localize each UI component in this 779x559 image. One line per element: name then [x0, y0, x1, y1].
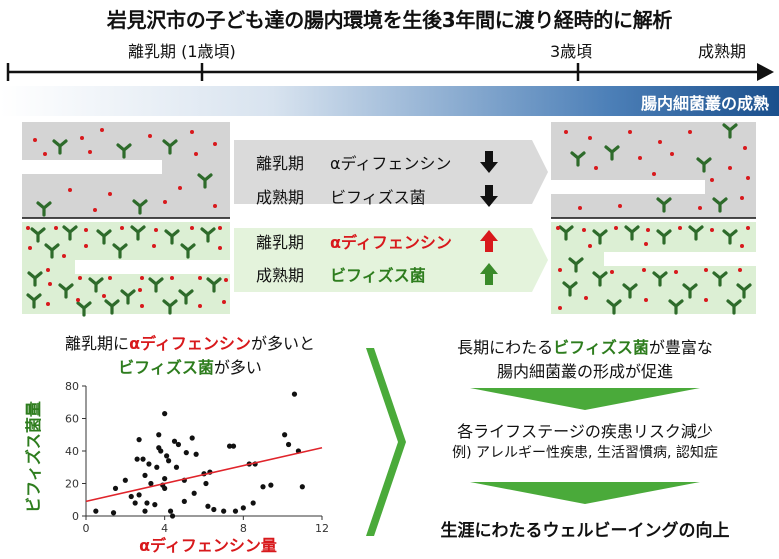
data-point — [250, 500, 256, 506]
data-point — [232, 508, 239, 514]
outcome-1-line-2: 腸内細菌叢の形成が促進 — [496, 362, 673, 381]
big-arrow-icon — [366, 348, 406, 536]
scatter-chart: 0 20 40 60 80 0 4 8 12 — [65, 380, 329, 535]
data-point — [162, 411, 168, 417]
data-point — [148, 480, 154, 487]
data-point — [221, 508, 227, 514]
data-point — [203, 480, 209, 487]
data-point — [112, 485, 119, 491]
data-point — [260, 484, 266, 490]
maturation-banner — [0, 86, 779, 116]
data-point — [205, 503, 211, 509]
fit-line — [85, 446, 323, 503]
data-point — [164, 453, 170, 459]
finding-line-2: ビフィズス菌が多い — [118, 358, 262, 377]
outcome-2-line-1: 各ライフステージの疾患リスク減少 — [457, 422, 713, 441]
legend-low-arrow — [234, 140, 548, 204]
data-point — [136, 437, 142, 443]
data-point — [156, 432, 162, 438]
legend-high-arrow — [234, 228, 548, 292]
timeline-weaning-label: 離乳期 (1歳頃) — [128, 42, 236, 61]
legend-low-period-2: 成熟期 — [256, 188, 305, 207]
data-point — [166, 458, 172, 464]
data-point — [122, 477, 128, 483]
data-point — [142, 508, 148, 514]
data-point — [146, 461, 152, 467]
outcome-1-line-1: 長期にわたるビフィズス菌が豊富な — [457, 338, 713, 357]
data-point — [240, 505, 246, 511]
outcome-2-line-2: 例) アレルギー性疾患, 生活習慣病, 認知症 — [452, 445, 718, 461]
arrow-down-icon — [480, 185, 498, 207]
data-point — [191, 490, 197, 496]
data-point — [183, 450, 189, 456]
data-point — [171, 438, 178, 444]
data-point — [230, 443, 237, 449]
data-point — [181, 498, 187, 504]
data-point — [291, 391, 298, 397]
arrow-down-icon — [480, 151, 498, 173]
data-point — [162, 476, 168, 482]
data-point — [173, 464, 180, 470]
legend-high-period-1: 離乳期 — [256, 233, 305, 252]
data-point — [144, 500, 150, 506]
data-point — [128, 493, 134, 500]
x-tick-label: 0 — [83, 522, 90, 535]
legend-low-item-2: ビフィズス菌 — [330, 188, 426, 207]
data-point — [189, 435, 195, 441]
legend-high-period-2: 成熟期 — [256, 266, 305, 285]
data-point — [134, 456, 140, 462]
finding-line-1: 離乳期にαディフェンシンが多いと — [65, 334, 315, 353]
maturation-banner-label: 腸内細菌叢の成熟 — [640, 94, 769, 113]
legend-high-item-1: αディフェンシン — [330, 233, 452, 252]
data-point — [136, 492, 142, 498]
data-point — [299, 484, 305, 490]
y-tick-label: 60 — [65, 413, 79, 426]
arrow-up-icon — [480, 263, 498, 285]
data-point — [285, 441, 292, 448]
data-point — [140, 456, 146, 462]
timeline-axis — [6, 63, 774, 81]
outcome-3: 生涯にわたるウェルビーイングの向上 — [440, 521, 730, 541]
data-point — [154, 464, 160, 470]
x-tick-label: 12 — [315, 522, 329, 535]
arrow-up-icon — [480, 230, 498, 252]
chart-ylabel: ビフィズス菌量 — [24, 401, 43, 513]
data-point — [142, 472, 148, 478]
timeline-mature-label: 成熟期 — [698, 42, 747, 61]
data-point — [226, 443, 233, 449]
data-point — [211, 506, 217, 513]
y-tick-label: 0 — [72, 510, 79, 523]
data-point — [175, 441, 182, 448]
chart-xlabel: αディフェンシン量 — [139, 536, 277, 555]
data-point — [110, 510, 117, 516]
data-point — [158, 448, 164, 454]
data-point — [152, 502, 158, 508]
data-point — [167, 508, 174, 514]
data-point — [193, 451, 199, 457]
timeline-age3-label: 3歳頃 — [550, 42, 593, 61]
legend-low-period-1: 離乳期 — [256, 154, 305, 173]
data-point — [282, 432, 288, 438]
page-title: 岩見沢市の子ども達の腸内環境を生後3年間に渡り経時的に解析 — [106, 8, 673, 32]
chevron-down-icon — [470, 482, 700, 504]
x-tick-label: 8 — [240, 522, 247, 535]
gut-diagrams — [22, 122, 756, 317]
y-tick-label: 80 — [65, 380, 79, 393]
data-point — [162, 485, 168, 491]
data-point — [132, 500, 138, 506]
y-tick-label: 20 — [65, 478, 79, 491]
data-point — [93, 508, 99, 514]
data-point — [268, 482, 274, 488]
legend-low-item-1: αディフェンシン — [330, 154, 452, 173]
chevron-down-icon — [470, 388, 700, 410]
data-point — [169, 513, 176, 519]
x-tick-label: 4 — [161, 522, 168, 535]
legend-high-item-2: ビフィズス菌 — [330, 266, 426, 285]
y-tick-label: 40 — [65, 445, 79, 458]
